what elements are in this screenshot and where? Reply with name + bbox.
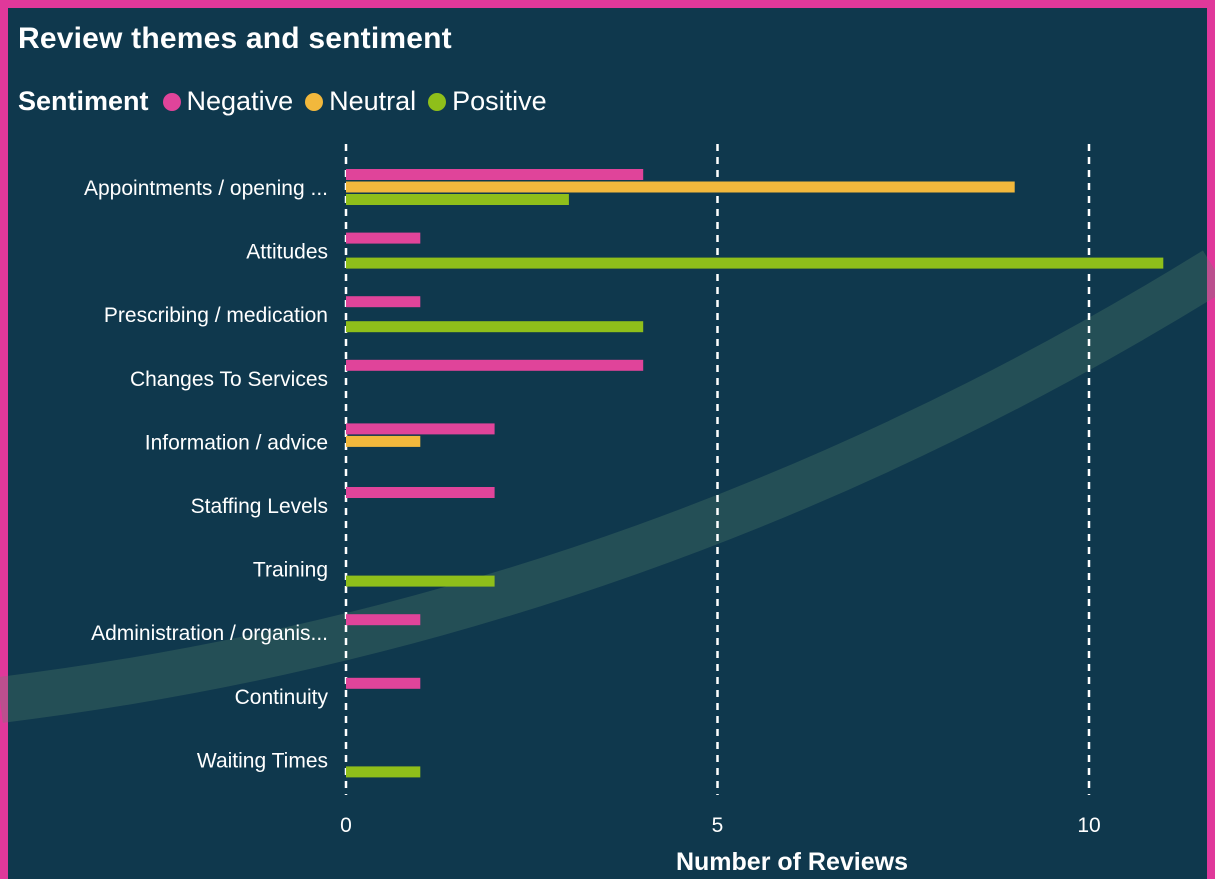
bar-positive-appointments-opening xyxy=(346,194,569,205)
legend-label-negative: Negative xyxy=(186,86,294,116)
legend: Sentiment Negative Neutral Positive xyxy=(18,86,559,117)
bar-positive-attitudes xyxy=(346,257,1164,269)
x-tick-label: 5 xyxy=(712,814,724,837)
x-tick-label: 10 xyxy=(1077,814,1100,837)
bar-neutral-information-advice xyxy=(346,435,421,447)
legend-item-negative[interactable]: Negative xyxy=(162,86,294,117)
legend-label-neutral: Neutral xyxy=(329,86,417,116)
bar-positive-prescribing-medication xyxy=(346,321,644,333)
legend-title: Sentiment xyxy=(18,86,149,116)
category-label: Continuity xyxy=(235,686,329,709)
category-label: Appointments / opening ... xyxy=(84,177,328,200)
bar-neutral-appointments-opening xyxy=(346,181,1015,193)
category-label: Training xyxy=(253,559,328,582)
bar-positive-waiting-times xyxy=(346,766,421,778)
x-tick-label: 0 xyxy=(340,814,352,837)
legend-swatch-neutral xyxy=(305,92,324,111)
category-label: Information / advice xyxy=(145,431,328,454)
legend-swatch-positive xyxy=(428,92,447,111)
chart-title: Review themes and sentiment xyxy=(18,22,452,55)
x-axis-title: Number of Reviews xyxy=(676,848,908,876)
bar-negative-attitudes xyxy=(346,232,421,244)
category-label: Waiting Times xyxy=(197,749,328,772)
category-label: Changes To Services xyxy=(130,368,328,391)
background-swoosh xyxy=(0,250,1215,723)
category-label: Prescribing / medication xyxy=(104,304,328,327)
category-label: Attitudes xyxy=(246,241,328,264)
legend-item-neutral[interactable]: Neutral xyxy=(305,86,416,117)
bar-negative-appointments-opening xyxy=(346,169,644,180)
legend-item-positive[interactable]: Positive xyxy=(428,86,547,117)
bar-negative-continuity xyxy=(346,677,421,689)
bar-negative-prescribing-medication xyxy=(346,296,421,308)
category-label: Administration / organis... xyxy=(91,622,328,645)
bar-negative-administration-organis xyxy=(346,614,421,626)
bar-negative-information-advice xyxy=(346,423,495,435)
bar-negative-changes-to-services xyxy=(346,359,644,371)
legend-swatch-negative xyxy=(162,92,181,111)
category-label: Staffing Levels xyxy=(191,495,328,518)
legend-label-positive: Positive xyxy=(452,86,547,116)
bar-negative-staffing-levels xyxy=(346,487,495,498)
bar-positive-training xyxy=(346,575,495,587)
